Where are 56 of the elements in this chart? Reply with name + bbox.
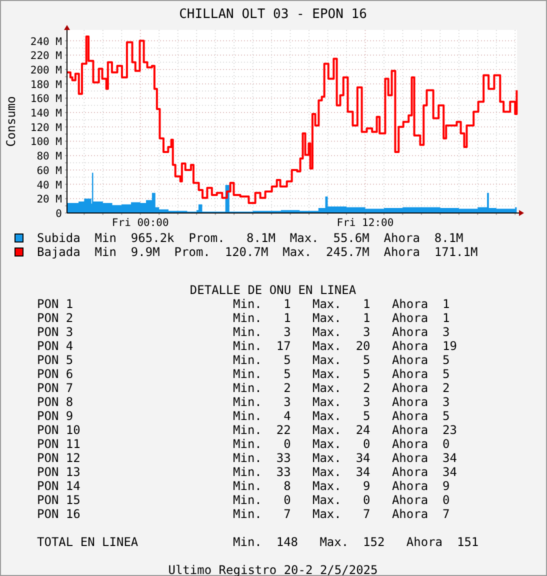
text: Min. 17 Max. 20 Ahora 19: [233, 339, 457, 353]
text: TOTAL EN LINEA: [37, 535, 139, 549]
y-tick-label: 160 M: [30, 93, 62, 106]
text: PON 16: [37, 507, 80, 521]
y-tick-label: 220 M: [30, 50, 62, 62]
text: Min. 3 Max. 3 Ahora 3: [233, 395, 450, 409]
text: Min. 4 Max. 5 Ahora 5: [233, 409, 450, 423]
x-tick-label: Fri 00:00: [112, 217, 169, 229]
text: Min. 5 Max. 5 Ahora 5: [233, 367, 450, 381]
y-tick-label: 180 M: [30, 78, 62, 91]
text: Min. 1 Max. 1 Ahora 1: [233, 311, 450, 325]
text: Min. 22 Max. 24 Ahora 23: [233, 423, 457, 437]
text: DETALLE DE ONU EN LINEA: [190, 283, 357, 297]
y-tick-label: 240 M: [30, 36, 62, 48]
y-tick-label: 40 M: [36, 179, 62, 192]
legend-label: Subida: [37, 231, 80, 245]
y-axis-title: Consumo: [4, 96, 18, 147]
y-tick-label: 20 M: [36, 194, 62, 206]
text: Min 965.2k Prom. 8.1M Max. 55.6M Ahora 8.1M: [80, 231, 464, 245]
y-tick-label: 80 M: [36, 150, 62, 163]
text: PON 12: [37, 451, 80, 465]
y-tick-label: 0: [56, 208, 62, 220]
text: PON 6: [37, 367, 74, 381]
text: Min. 7 Max. 7 Ahora 7: [233, 507, 450, 521]
text: PON 3: [37, 325, 74, 339]
y-tick-label: 100 M: [30, 136, 62, 148]
text: PON 14: [37, 479, 80, 493]
chart-title: CHILLAN OLT 03 - EPON 16: [179, 7, 367, 22]
text: PON 15: [37, 493, 80, 507]
text: PON 13: [37, 465, 80, 479]
y-tick-label: 120 M: [30, 122, 62, 134]
text: PON 5: [37, 353, 74, 367]
text: PON 9: [37, 409, 74, 423]
text: PON 4: [37, 339, 74, 353]
text: Min. 2 Max. 2 Ahora 2: [233, 381, 450, 395]
text: PON 10: [37, 423, 80, 437]
text: Min. 33 Max. 34 Ahora 34: [233, 465, 457, 479]
text: Min. 148 Max. 152 Ahora 151: [233, 535, 479, 549]
text: Min. 0 Max. 0 Ahora 0: [233, 493, 450, 507]
text: PON 8: [37, 395, 74, 409]
x-tick-label: Fri 12:00: [336, 217, 394, 229]
y-tick-label: 140 M: [30, 108, 62, 120]
y-tick-label: 60 M: [36, 164, 62, 177]
text: PON 11: [37, 437, 80, 451]
text: PON 2: [37, 311, 74, 325]
text: Min 9.9M Prom. 120.7M Max. 245.7M Ahora 171.1M: [80, 245, 478, 259]
text: Min. 1 Max. 1 Ahora 1: [233, 297, 450, 311]
text: PON 7: [37, 381, 74, 395]
text: Min. 5 Max. 5 Ahora 5: [233, 353, 450, 367]
text: Min. 8 Max. 9 Ahora 9: [233, 479, 450, 493]
text: PON 1: [37, 297, 74, 311]
legend-label: Bajada: [37, 245, 80, 259]
text: Min. 33 Max. 34 Ahora 34: [233, 451, 457, 465]
text: Min. 3 Max. 3 Ahora 3: [233, 325, 450, 339]
text: Min. 0 Max. 0 Ahora 0: [233, 437, 450, 451]
y-tick-label: 200 M: [30, 64, 62, 76]
